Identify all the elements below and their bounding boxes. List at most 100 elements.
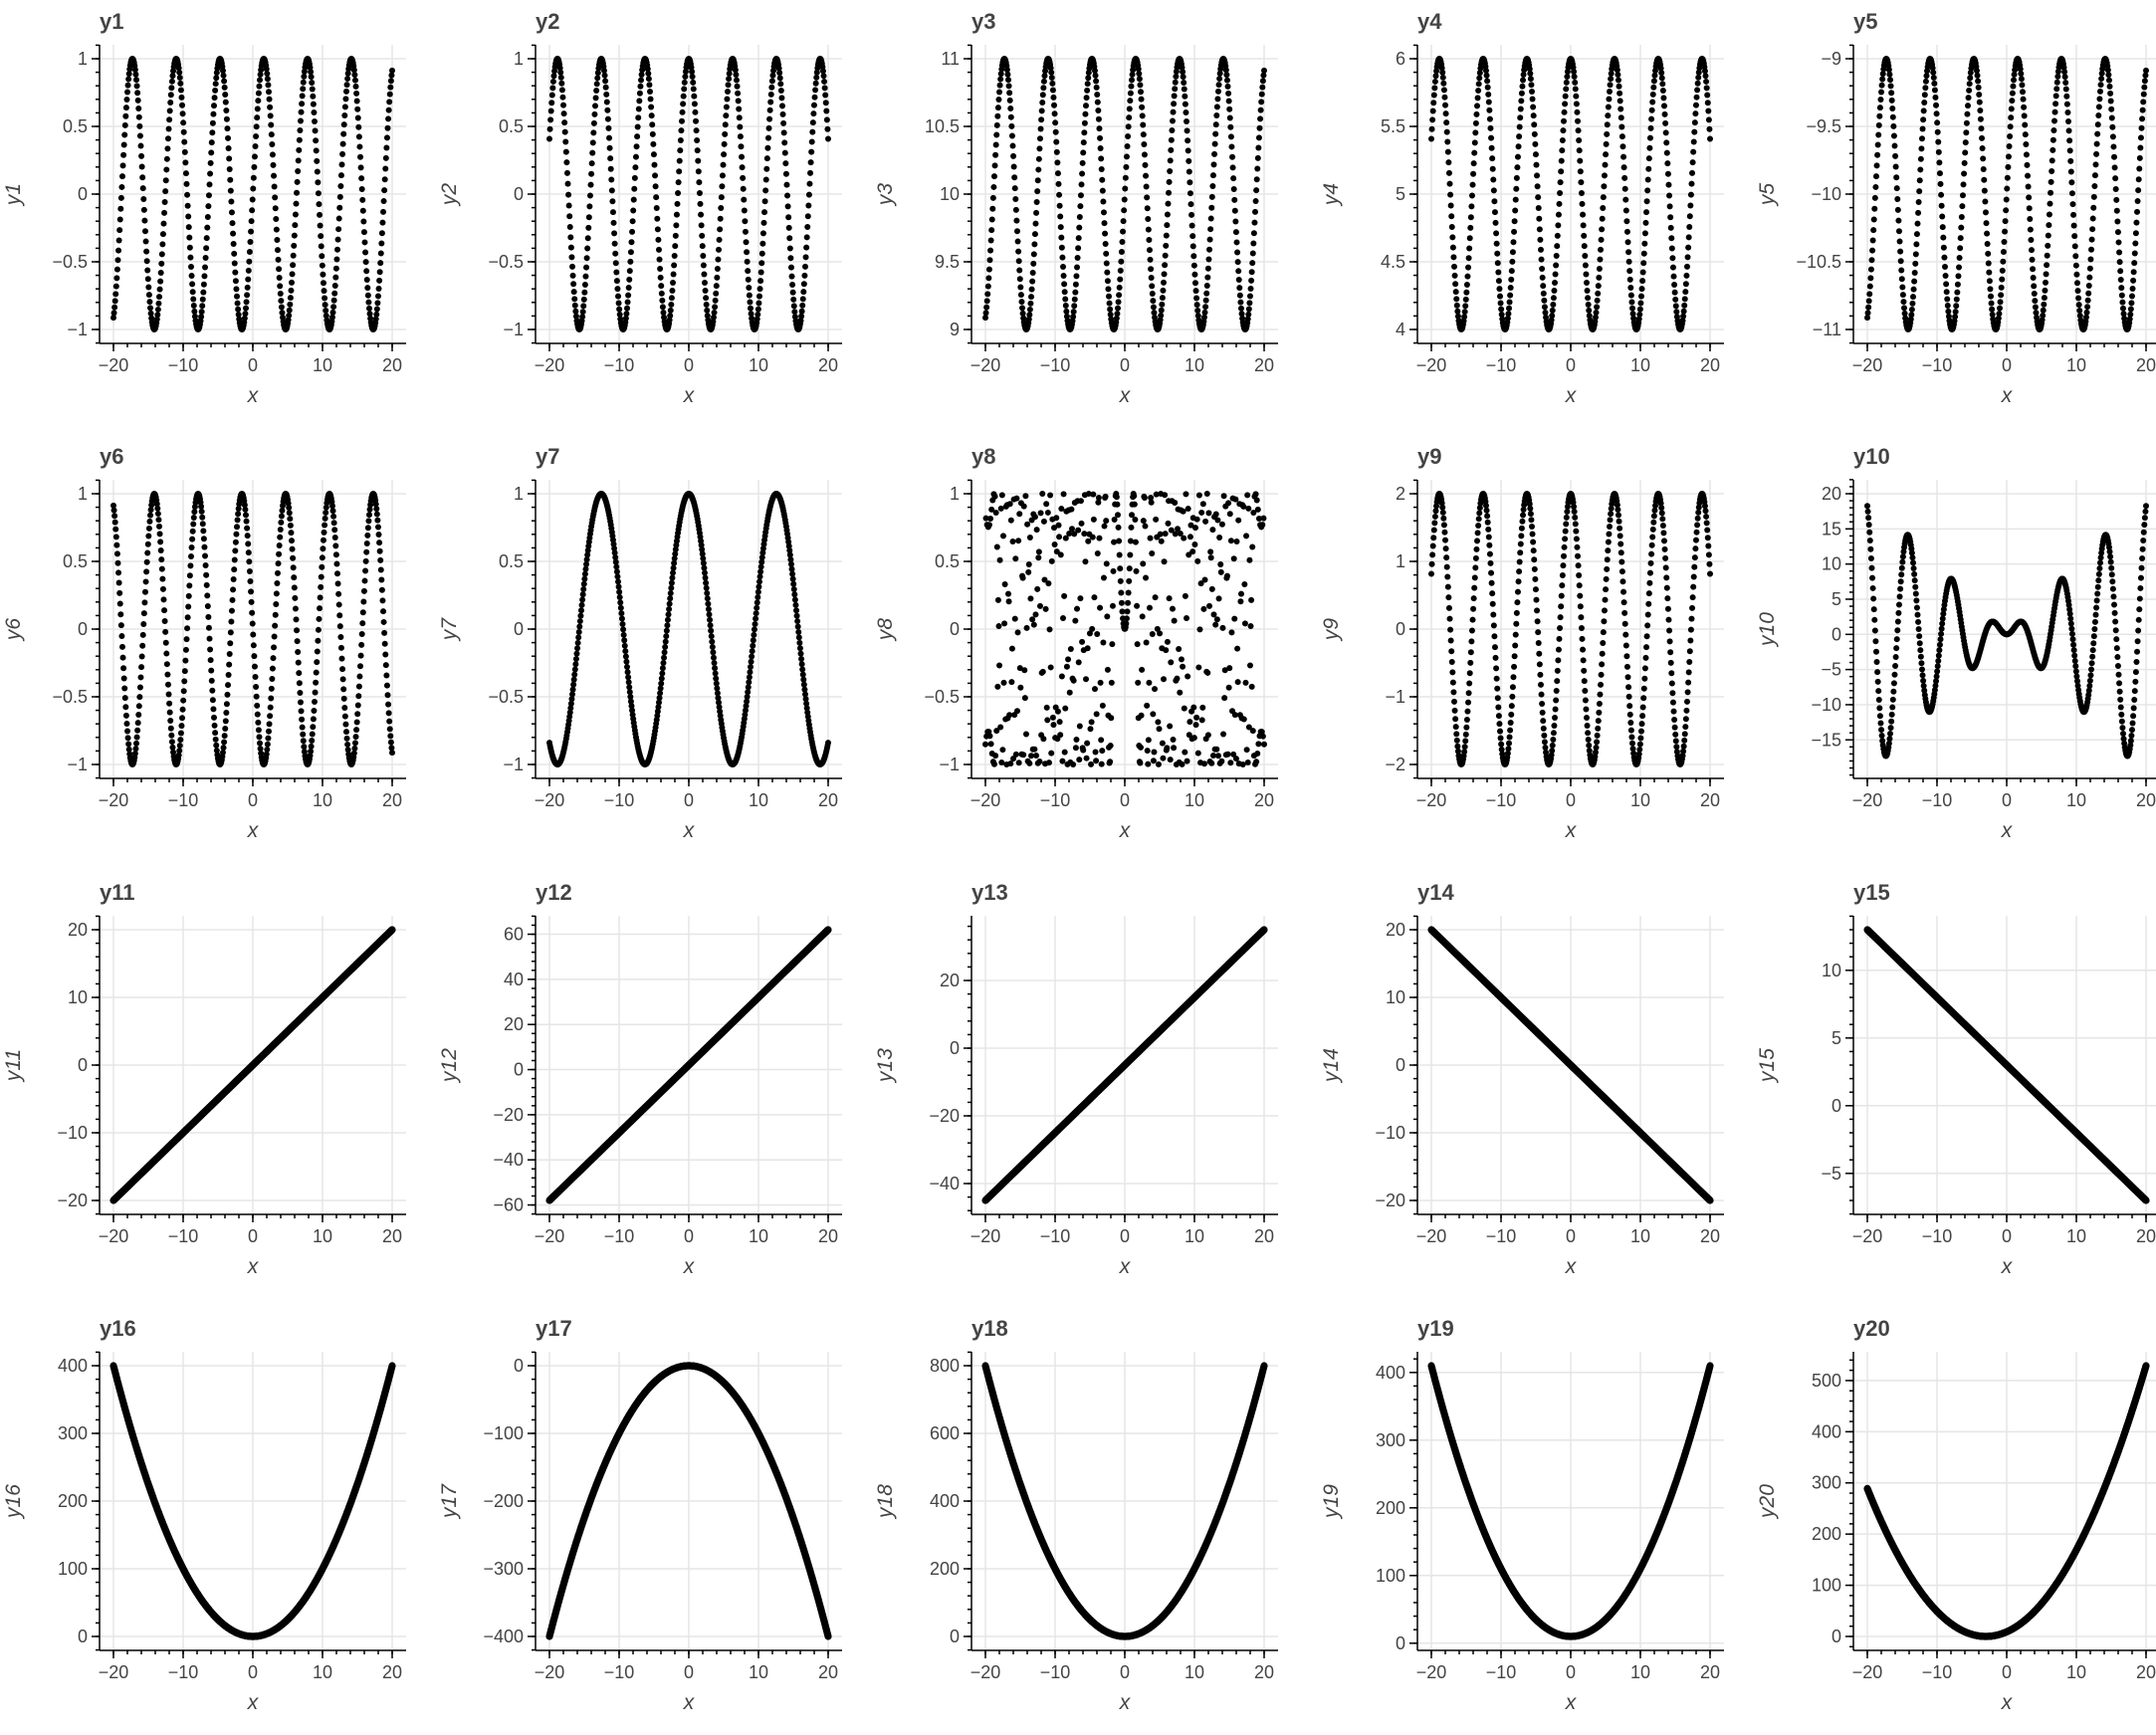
x-axis-label: x xyxy=(1565,819,1578,842)
data-point xyxy=(1036,145,1043,152)
data-point xyxy=(1532,151,1539,158)
data-point xyxy=(1585,301,1592,308)
data-point xyxy=(999,747,1006,754)
data-point xyxy=(985,522,992,529)
data-point xyxy=(1496,286,1503,293)
data-point xyxy=(112,291,119,298)
data-point xyxy=(257,71,264,78)
data-point xyxy=(1137,759,1144,766)
data-point xyxy=(679,108,686,115)
data-point xyxy=(342,721,349,728)
data-point xyxy=(1019,574,1026,581)
data-point xyxy=(278,304,285,311)
data-point xyxy=(2091,172,2098,179)
data-point xyxy=(1072,617,1079,624)
data-point xyxy=(2142,72,2149,79)
data-point xyxy=(1109,641,1116,648)
data-point xyxy=(1038,116,1045,123)
data-point xyxy=(249,620,256,627)
data-point xyxy=(1535,205,1542,212)
data-point xyxy=(1129,71,1136,78)
data-point xyxy=(755,594,761,600)
data-point xyxy=(376,277,383,284)
data-point xyxy=(167,725,174,732)
data-point xyxy=(1185,137,1191,144)
data-point xyxy=(169,744,176,751)
data-point xyxy=(269,675,276,682)
data-point xyxy=(1531,130,1538,137)
data-point xyxy=(1540,718,1547,725)
data-point xyxy=(664,622,671,629)
data-point xyxy=(789,281,796,288)
data-point xyxy=(1011,174,1018,181)
data-point xyxy=(1658,75,1665,82)
data-point xyxy=(590,129,597,136)
data-point xyxy=(1645,165,1652,172)
data-point xyxy=(1261,741,1267,748)
data-point xyxy=(1657,65,1664,72)
data-point xyxy=(291,584,298,591)
data-point xyxy=(2066,147,2073,154)
data-point xyxy=(703,579,710,586)
data-point xyxy=(339,140,346,147)
data-point xyxy=(1446,180,1453,187)
data-point xyxy=(1213,111,1220,118)
data-point xyxy=(764,144,771,151)
data-point xyxy=(1117,565,1124,572)
data-point xyxy=(263,751,270,758)
data-point xyxy=(992,753,999,759)
data-point xyxy=(1963,129,1970,136)
data-point xyxy=(157,278,164,285)
data-point xyxy=(794,623,801,630)
data-point xyxy=(1235,268,1242,275)
data-point xyxy=(1982,209,1989,216)
data-point xyxy=(208,677,215,684)
data-point xyxy=(187,254,194,261)
data-point xyxy=(1010,163,1017,170)
data-point xyxy=(1009,539,1016,545)
data-point xyxy=(1084,645,1091,652)
data-point xyxy=(737,133,744,140)
data-point xyxy=(726,76,733,83)
data-point xyxy=(1530,112,1537,119)
data-point xyxy=(1494,685,1501,692)
data-point xyxy=(231,260,238,267)
data-point xyxy=(207,159,214,166)
data-point xyxy=(1527,76,1534,83)
data-point xyxy=(147,512,154,519)
data-point xyxy=(1174,675,1181,682)
data-point xyxy=(343,82,350,89)
data-point xyxy=(1556,200,1563,207)
data-point xyxy=(159,231,166,238)
y-tick-label: 0 xyxy=(78,184,88,204)
data-point xyxy=(1536,661,1543,668)
data-point xyxy=(374,300,381,307)
data-point xyxy=(1580,211,1587,218)
data-point xyxy=(1114,501,1121,508)
data-point xyxy=(1243,747,1250,754)
data-point xyxy=(658,290,665,297)
data-point xyxy=(2074,288,2081,295)
data-point xyxy=(656,256,663,263)
data-point xyxy=(1061,281,1068,288)
data-point xyxy=(272,194,279,201)
data-point xyxy=(156,294,163,301)
data-point xyxy=(1915,199,1922,205)
data-point xyxy=(253,123,260,130)
data-point xyxy=(1538,691,1545,698)
data-point xyxy=(813,74,820,81)
data-point xyxy=(558,87,565,94)
data-point xyxy=(662,638,669,645)
data-point xyxy=(1108,715,1115,722)
data-point xyxy=(1493,665,1500,672)
data-point xyxy=(669,287,676,294)
data-point xyxy=(1022,731,1029,738)
data-point xyxy=(330,520,337,527)
data-point xyxy=(164,681,171,688)
data-point xyxy=(320,545,326,552)
data-point xyxy=(631,174,638,181)
data-point xyxy=(1236,292,1243,299)
data-point xyxy=(712,665,719,672)
data-point xyxy=(249,609,256,616)
